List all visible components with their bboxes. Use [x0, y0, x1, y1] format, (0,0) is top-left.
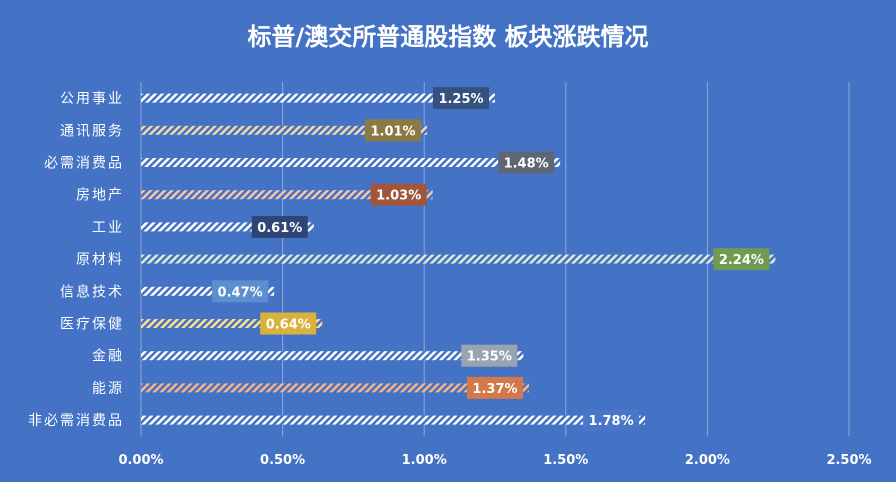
bar [141, 190, 433, 200]
category-label: 通讯服务 [60, 123, 124, 139]
bar [141, 351, 524, 361]
data-label-box [370, 183, 427, 206]
x-tick-label: 1.50% [543, 453, 588, 468]
bar [141, 415, 646, 425]
x-tick-label: 0.00% [118, 453, 163, 468]
category-label: 非必需消费品 [28, 413, 124, 429]
data-label: 2.24% [719, 253, 764, 268]
data-label-box [713, 248, 770, 271]
bar [141, 93, 495, 103]
chart-title: 标普/澳交所普通股指数 板块涨跌情况 [247, 23, 648, 51]
data-label: 1.78% [589, 414, 634, 429]
data-label: 1.37% [472, 382, 517, 397]
data-label: 0.64% [266, 318, 311, 333]
data-label: 1.03% [376, 189, 421, 204]
data-label-box [260, 312, 317, 335]
category-label: 医疗保健 [60, 317, 124, 333]
bar [141, 383, 529, 393]
data-label-box [365, 119, 422, 142]
category-label: 信息技术 [60, 283, 124, 300]
bar [141, 158, 561, 167]
x-tick-label: 2.00% [685, 453, 730, 468]
data-label: 1.48% [504, 157, 549, 172]
bar [141, 222, 314, 232]
data-label: 1.25% [438, 92, 483, 107]
category-label: 能源 [92, 381, 124, 397]
bars: 1.25% 1.01% 1.48% 1.03% 0.61% 2.24% 0.47% 0.64%… [141, 87, 776, 432]
bar [141, 286, 275, 296]
data-label-box [251, 215, 308, 238]
data-label: 0.61% [257, 221, 302, 236]
data-label: 0.47% [218, 285, 263, 300]
data-label-box [461, 344, 518, 367]
category-label: 工业 [92, 220, 124, 236]
data-label: 1.35% [467, 350, 512, 365]
category-label: 金融 [92, 349, 124, 365]
data-label-box [212, 280, 269, 303]
data-label-box [433, 87, 489, 110]
data-label: 1.01% [370, 124, 415, 139]
bar [141, 125, 428, 135]
data-label-box [466, 376, 523, 399]
x-tick-label: 2.50% [826, 453, 871, 468]
category-label: 原材料 [76, 252, 124, 268]
bar [141, 319, 323, 328]
category-label: 公用事业 [60, 91, 124, 107]
data-label-box [583, 409, 640, 432]
bar [141, 254, 776, 264]
data-label-box [498, 151, 555, 174]
category-label: 房地产 [76, 188, 124, 204]
x-axis-ticks: 0.00% 0.50% 1.00% 1.50% 2.00% 2.50% [118, 453, 871, 468]
x-tick-label: 0.50% [260, 453, 305, 468]
category-label: 必需消费品 [44, 156, 124, 172]
x-tick-label: 1.00% [402, 453, 447, 468]
